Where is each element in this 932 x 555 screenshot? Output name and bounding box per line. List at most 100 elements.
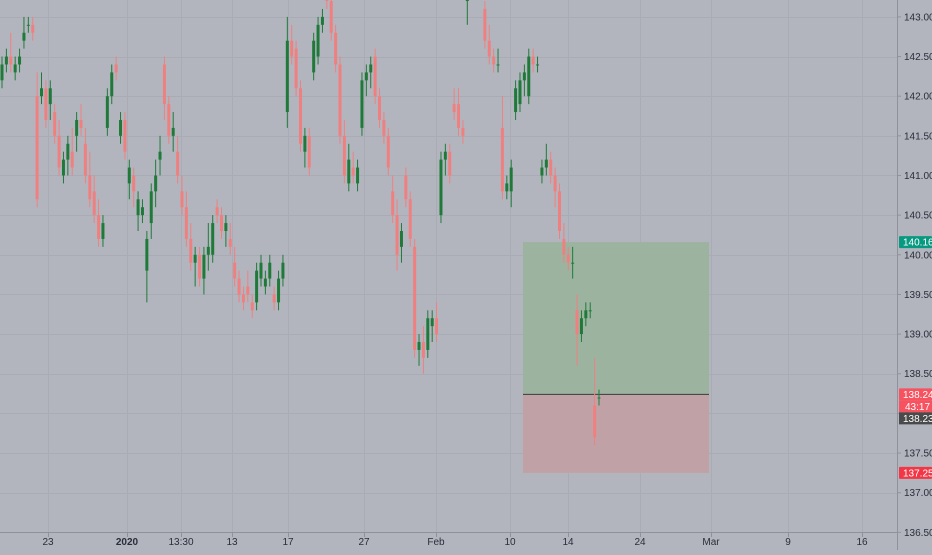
target-zone[interactable] (523, 242, 709, 395)
candle-body (57, 135, 61, 168)
candle (509, 159, 513, 208)
candle (75, 112, 79, 152)
candle-body (88, 175, 92, 200)
time-axis[interactable]: 23 2020 13:30 13 17 27 Feb 10 14 24 Mar 9 16 (0, 532, 897, 549)
candle-body (136, 199, 140, 216)
candle (281, 254, 285, 287)
price-axis-bg (897, 0, 932, 550)
candle (101, 215, 105, 247)
candle (202, 246, 206, 295)
candle-body (294, 48, 298, 89)
candle-body (189, 238, 193, 263)
candle (66, 135, 70, 176)
candle (162, 56, 166, 120)
candle-body (334, 32, 338, 65)
candle-body (40, 88, 44, 97)
time-tick-label: 9 (785, 537, 791, 548)
candle (13, 56, 17, 81)
candle-body (0, 64, 4, 81)
candle (307, 127, 311, 176)
candle-body (268, 262, 272, 279)
candle-body (53, 112, 57, 136)
candle-body (360, 80, 364, 128)
candle-body (584, 310, 588, 319)
candle (378, 88, 382, 128)
candle (228, 223, 232, 255)
candle (452, 88, 456, 120)
price-tick-label: 140.50 (904, 211, 932, 222)
price-tick-label: 142.50 (904, 52, 932, 63)
candle (597, 389, 601, 406)
candle (149, 183, 153, 239)
long-position-tool[interactable] (523, 242, 709, 473)
candle-body (105, 96, 109, 128)
candle-body (571, 262, 575, 264)
candle (53, 104, 57, 144)
price-tick-label: 141.00 (904, 171, 932, 182)
candle-body (132, 175, 136, 192)
candle-body (575, 310, 579, 335)
candle-body (48, 88, 52, 105)
candle (189, 223, 193, 271)
candle (88, 151, 92, 208)
candle (263, 270, 267, 295)
candle (140, 199, 144, 224)
candle-body (70, 151, 74, 168)
candle-body (566, 254, 570, 263)
candle-body (193, 254, 197, 263)
countdown-label: 43:17 (905, 402, 930, 413)
candle (285, 16, 289, 128)
candle (268, 254, 272, 287)
price-axis[interactable]: 144.00143.50143.00142.50142.00141.50141.… (897, 0, 932, 550)
candle (171, 112, 175, 152)
candle (553, 167, 557, 208)
price-tick-label: 140.00 (904, 250, 932, 261)
candle (430, 310, 434, 343)
candle (290, 24, 294, 65)
candle (246, 270, 250, 303)
candle (487, 24, 491, 65)
candle (250, 294, 254, 319)
last-price-label-bg (899, 412, 932, 425)
candle (180, 175, 184, 216)
time-tick-label: 23 (42, 537, 54, 548)
candle (61, 151, 65, 184)
candle (408, 191, 412, 247)
candle (505, 175, 509, 200)
candle (461, 119, 465, 144)
candle-body (413, 246, 417, 350)
target-price-label: 140.16 (903, 238, 932, 249)
candle (457, 88, 461, 136)
candle (237, 270, 241, 303)
time-tick-label: 27 (358, 537, 370, 548)
candle-body (369, 64, 373, 73)
candle-body (83, 143, 87, 176)
candle-body (443, 151, 447, 160)
candle (320, 8, 324, 33)
candle-body (61, 159, 65, 176)
candle-body (496, 64, 500, 66)
candle (369, 56, 373, 89)
candle (22, 16, 26, 49)
candle (536, 56, 540, 73)
price-tick-label: 143.00 (904, 12, 932, 23)
candle-body (259, 262, 263, 279)
candle-body (22, 32, 26, 41)
candles (0, 0, 601, 446)
candle-body (540, 167, 544, 176)
candle (233, 246, 237, 287)
candle (421, 326, 425, 374)
stop-zone[interactable] (523, 394, 709, 473)
candle-body (439, 159, 443, 216)
candle (312, 32, 316, 81)
candle (531, 48, 535, 73)
candle (303, 127, 307, 168)
candle (571, 246, 575, 279)
candle-body (588, 310, 592, 312)
price-tick-label: 136.50 (904, 528, 932, 539)
candle-body (44, 88, 48, 120)
candle-body (26, 24, 30, 26)
